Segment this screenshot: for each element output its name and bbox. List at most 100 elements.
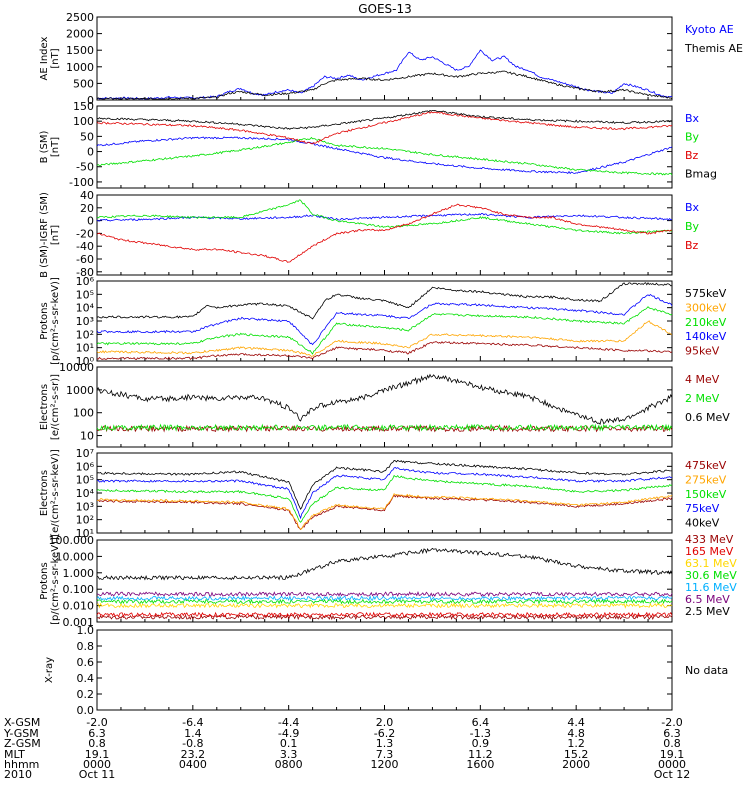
panel-frame: [96, 280, 673, 362]
y-tick-label: 0.8: [77, 640, 95, 653]
year-label: 2010: [4, 768, 32, 781]
y-tick-label: -100: [69, 176, 94, 189]
x-row-value: 0.9: [472, 737, 490, 750]
y-tick-label: 10¹: [76, 527, 94, 540]
series-line-475kev: [96, 493, 673, 531]
y-tick-label: 100.000: [49, 534, 95, 547]
x-row-label: Y-GSM: [3, 727, 39, 740]
legend-entry: 40keV: [685, 517, 720, 530]
x-row-value: -6.2: [374, 727, 395, 740]
y-tick-label: 10⁵: [76, 474, 94, 487]
x-row-value: 2000: [562, 758, 590, 771]
y-tick-label: 10⁴: [76, 302, 95, 315]
y-tick-label: 40: [80, 189, 94, 202]
y-tick-label: 20: [80, 202, 94, 215]
legend-entry: 275keV: [685, 473, 727, 486]
x-row-value: 7.3: [376, 748, 394, 761]
x-row-value: 1200: [371, 758, 399, 771]
y-axis-label: Protons: [39, 302, 50, 339]
y-tick-label: 0: [87, 146, 94, 159]
panel-frame: [96, 194, 673, 276]
x-row-value: 19.1: [85, 748, 110, 761]
y-tick-label: 10: [80, 430, 94, 443]
y-axis-label: Electrons: [39, 470, 50, 516]
x-row-value: -6.4: [182, 716, 203, 729]
y-tick-label: 0.0: [77, 704, 95, 717]
x-row-value: 23.2: [181, 748, 206, 761]
y-tick-label: 0: [87, 215, 94, 228]
y-axis-label: [nT]: [50, 137, 61, 157]
panel-frame: [96, 629, 673, 711]
legend-entry: 475keV: [685, 459, 727, 472]
series-line-6.5-mev: [96, 591, 673, 598]
x-row-value: 6.3: [663, 727, 681, 740]
panel-ae: 0 500 1000 1500 2000 2500 AE Index [nT] Kyoto AE…: [39, 11, 743, 107]
x-row-value: 1.2: [567, 737, 585, 750]
x-row-value: -1.3: [470, 727, 491, 740]
x-row-value: 0000: [83, 758, 111, 771]
y-tick-label: 0.001: [63, 616, 95, 629]
series-line-63.1-mev: [96, 602, 673, 609]
legend-entry: 433 MeV: [685, 533, 734, 546]
x-row-label: X-GSM: [4, 716, 40, 729]
legend-entry: 95keV: [685, 345, 720, 358]
x-row-value: 11.2: [468, 748, 493, 761]
series-line-by: [96, 136, 673, 176]
y-axis-label: AE Index: [39, 36, 50, 80]
y-axis-label: [p/(cm²-s-sr-keV)]: [50, 537, 61, 625]
x-axis-table: X-GSM -2.0 -6.4 -4.4 2.0 6.4 4.4 -2.0 Y-GSM 6.3 1.…: [3, 716, 690, 781]
x-row-value: 3.3: [280, 748, 298, 761]
y-tick-label: 0.100: [63, 583, 95, 596]
panel-frame: [96, 452, 673, 534]
y-tick-label: 0: [87, 94, 94, 107]
y-tick-label: 10⁶: [76, 460, 95, 473]
y-tick-label: 10³: [76, 500, 94, 513]
y-tick-label: 10⁰: [76, 355, 95, 368]
legend-entry: Bz: [685, 149, 699, 162]
y-axis-label: [p/(cm²-s-sr-keV)]: [50, 277, 61, 365]
series-line-0.6-mev: [96, 373, 673, 425]
series-line-11.6-mev: [96, 594, 673, 602]
x-row-value: 0800: [275, 758, 303, 771]
x-row-value: 19.1: [660, 748, 685, 761]
legend-entry: 30.6 MeV: [685, 569, 737, 582]
y-tick-label: 10⁴: [76, 487, 95, 500]
y-tick-label: 100: [73, 115, 94, 128]
x-row-value: 1600: [466, 758, 494, 771]
y-tick-label: 10⁵: [76, 288, 94, 301]
y-axis-label: [nT]: [50, 48, 61, 68]
legend-entry: Bz: [685, 239, 699, 252]
x-row-label: MLT: [4, 748, 25, 761]
series-line-bmag: [96, 109, 673, 130]
x-row-value: 0.8: [663, 737, 681, 750]
y-axis-label: Electrons: [39, 384, 50, 430]
y-axis-label: B (SM)-IGRF (SM): [39, 192, 50, 278]
y-tick-label: -20: [76, 227, 94, 240]
panel-xray: 0.0 0.2 0.4 0.6 0.8 1.0 X-ray No data: [44, 624, 728, 717]
series-line-140kev: [96, 293, 673, 346]
series-line-275kev: [96, 493, 673, 530]
x-row-value: 6.3: [88, 727, 106, 740]
legend-entry: 210keV: [685, 316, 727, 329]
legend-entry: 11.6 MeV: [685, 581, 737, 594]
x-row-value: 0000: [658, 758, 686, 771]
y-tick-label: 0.2: [77, 688, 95, 701]
start-date-label: Oct 11: [79, 768, 116, 781]
y-axis-label: B (SM): [39, 130, 50, 163]
y-tick-label: 1000: [66, 384, 94, 397]
series-line-150kev: [96, 474, 673, 523]
y-tick-label: -80: [76, 266, 94, 279]
x-row-value: 0.1: [280, 737, 298, 750]
legend-entry: 140keV: [685, 330, 727, 343]
x-row-value: 1.3: [376, 737, 394, 750]
legend-entry: 575keV: [685, 287, 727, 300]
legend-entry: 6.5 MeV: [685, 593, 730, 606]
y-axis-label: [nT]: [50, 225, 61, 245]
series-line-bz: [96, 111, 673, 145]
y-tick-label: -50: [76, 161, 94, 174]
x-row-value: 15.2: [564, 748, 589, 761]
